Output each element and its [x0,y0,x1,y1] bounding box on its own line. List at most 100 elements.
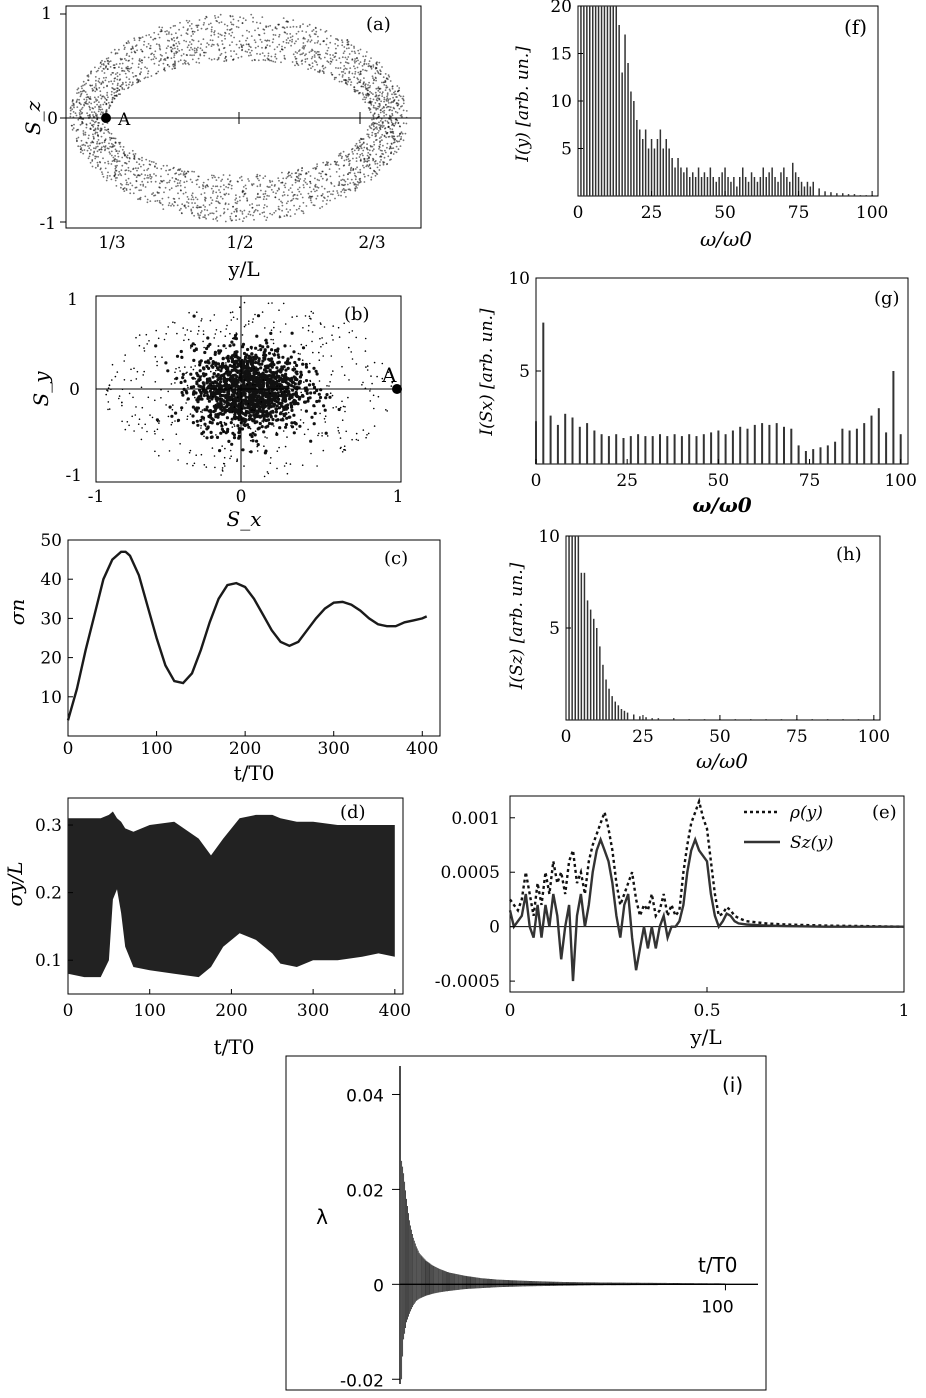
ring-point [183,173,186,176]
panel-a-ylabel: S_z [21,100,45,135]
cloud-point [275,404,279,408]
cloud-point [312,366,316,370]
cloud-point [207,396,211,400]
ring-point [140,67,143,70]
ring-point [118,143,121,145]
cloud-point [285,416,289,420]
ring-point [149,44,152,47]
ring-point [154,200,157,203]
panel-g-xtick-label: 25 [616,471,638,491]
cloud-point [219,369,223,373]
cloud-point [276,450,279,453]
ring-point [206,209,209,212]
cloud-point [157,337,160,340]
ring-point [283,31,286,34]
cloud-point [271,417,275,422]
ring-point [92,115,95,118]
ring-point [378,137,381,140]
ring-point [391,101,393,103]
cloud-point [196,349,198,352]
ring-point [110,90,113,93]
ring-point [298,207,300,210]
cloud-point [248,385,252,389]
ring-point [80,103,82,106]
ring-point [185,180,188,183]
ring-point [150,177,152,180]
ring-point [108,80,110,83]
ring-point [217,56,220,59]
ring-point [373,79,375,82]
ring-point [102,103,105,106]
cloud-point [257,390,261,394]
cloud-point [272,338,274,341]
cloud-point [225,328,227,330]
ring-point [221,40,223,42]
ring-point [302,23,304,25]
ring-point [238,196,241,198]
ring-point [292,25,295,28]
ring-point [197,214,200,216]
ring-point [69,106,72,109]
ring-point [305,53,307,55]
panel-f-ytick-label: 5 [561,140,572,160]
ring-point [361,65,364,67]
cloud-point [218,411,223,415]
panel-a-label: (a) [366,14,391,35]
ring-point [155,72,157,75]
ring-point [251,59,254,62]
cloud-point [249,389,253,393]
ring-point [291,172,293,175]
ring-point [359,153,362,156]
ring-point [405,122,408,125]
cloud-point [328,385,330,387]
ring-point [185,172,188,175]
ring-point [264,59,267,62]
cloud-point [290,425,292,427]
ring-point [359,61,362,63]
ring-point [315,189,318,192]
ring-point [327,161,330,164]
cloud-point [201,366,206,370]
panel-f-ylabel: I(y) [arb. un.] [513,46,533,163]
cloud-point [194,396,196,399]
ring-point [237,180,239,183]
ring-point [173,56,176,59]
ring-point [211,176,214,179]
panel-g-bar [783,426,785,464]
ring-point [123,190,126,193]
ring-point [323,56,326,59]
cloud-point [347,396,349,399]
ring-point [401,132,404,135]
cloud-point [254,409,259,413]
cloud-point [267,403,271,407]
panel-f-bar [715,181,717,197]
cloud-point [248,397,252,401]
ring-point [107,130,110,133]
legend-rho-label: ρ(y) [789,803,823,823]
cloud-point [324,431,328,435]
ring-point [323,72,325,75]
ring-point [391,130,393,133]
cloud-point [305,391,309,395]
ring-point [344,82,347,85]
ring-point [101,123,104,125]
ring-point [85,100,87,103]
ring-point [128,55,131,58]
ring-point [123,48,126,50]
ring-point [187,198,190,201]
ring-point [285,41,288,44]
cloud-point [207,366,211,370]
ring-point [253,210,256,212]
ring-point [314,60,316,62]
ring-point [250,13,253,16]
cloud-point [294,393,299,397]
panel-f-bar [824,191,826,197]
ring-point [197,40,200,43]
ring-point [230,28,233,30]
ring-point [377,97,380,100]
ring-point [241,22,244,24]
cloud-point [264,436,266,438]
